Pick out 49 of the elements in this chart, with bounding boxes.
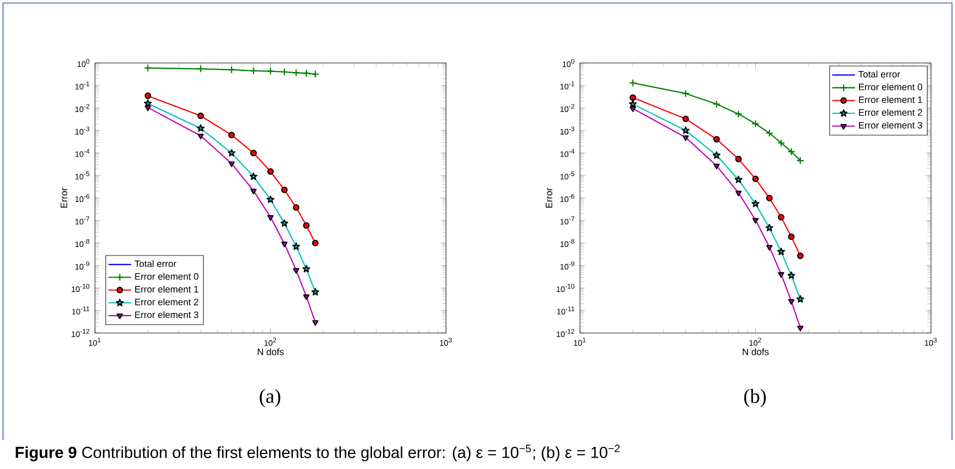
legend-label: Error element 2	[859, 108, 922, 116]
x-tick-label: 10$^{1}$	[574, 338, 586, 346]
y-tick-label: 10$^{-9}$	[560, 261, 574, 270]
x-tick-label: 10$^{3}$	[440, 338, 452, 346]
x-axis-title: N dofs	[258, 348, 284, 356]
y-tick-label: 10$^{-10}$	[72, 284, 90, 292]
y-tick-label: 10$^{0}$	[562, 58, 574, 68]
y-tick-label: 10$^{-10}$	[556, 284, 574, 292]
legend-label: Error element 3	[135, 311, 198, 318]
y-tick-label: 10$^{-12}$	[72, 328, 90, 338]
legend-label: Error element 1	[859, 96, 922, 104]
y-tick-label: 10$^{-11}$	[72, 306, 90, 315]
y-tick-label: 10$^{-5}$	[75, 172, 90, 180]
y-tick-label: 10$^{-5}$	[560, 172, 574, 180]
y-axis-title: Error	[60, 188, 68, 208]
x-tick-label: 10$^{2}$	[749, 338, 762, 346]
x-tick-label: 10$^{2}$	[264, 338, 276, 346]
y-tick-label: 10$^{-8}$	[75, 238, 90, 248]
y-tick-label: 10$^{-6}$	[560, 194, 574, 202]
y-tick-label: 10$^{-2}$	[560, 104, 574, 112]
y-tick-label: 10$^{-4}$	[560, 149, 574, 158]
y-tick-label: 10$^{-4}$	[75, 149, 90, 158]
text: (a)	[260, 388, 280, 408]
legend-label: Error element 3	[859, 122, 922, 129]
text: Figure 9 Contribution of the first elements to the global error: (a) ε = 10$^{−5}$; (b) ε = 10$^{−2}$	[16, 444, 620, 462]
legend-label: Error element 0	[859, 83, 922, 90]
y-tick-label: 10$^{-7}$	[75, 216, 90, 225]
y-tick-label: 10$^{-1}$	[75, 82, 90, 90]
legend-label: Total error	[858, 70, 900, 78]
x-tick-label: 10$^{1}$	[88, 338, 101, 346]
legend-label: Error element 1	[135, 286, 198, 293]
y-tick-label: 10$^{0}$	[78, 58, 90, 68]
y-tick-label: 10$^{-7}$	[560, 216, 574, 225]
y-tick-label: 10$^{-6}$	[75, 194, 90, 202]
y-tick-label: 10$^{-11}$	[557, 306, 574, 315]
y-tick-label: 10$^{-12}$	[556, 328, 574, 338]
legend-label: Error element 0	[135, 272, 198, 280]
y-tick-label: 10$^{-3}$	[560, 126, 574, 135]
y-tick-label: 10$^{-2}$	[75, 104, 90, 112]
y-tick-label: 10$^{-8}$	[560, 238, 574, 248]
y-tick-label: 10$^{-1}$	[560, 82, 574, 90]
y-axis-title: Error	[546, 188, 552, 208]
legend-label: Error element 2	[135, 298, 198, 306]
legend-label: Total error	[134, 260, 176, 268]
x-axis-title: N dofs	[742, 348, 769, 356]
x-tick-label: 10$^{3}$	[924, 338, 937, 346]
y-tick-label: 10$^{-9}$	[75, 261, 90, 270]
text: (b)	[744, 388, 766, 408]
y-tick-label: 10$^{-3}$	[75, 126, 90, 135]
